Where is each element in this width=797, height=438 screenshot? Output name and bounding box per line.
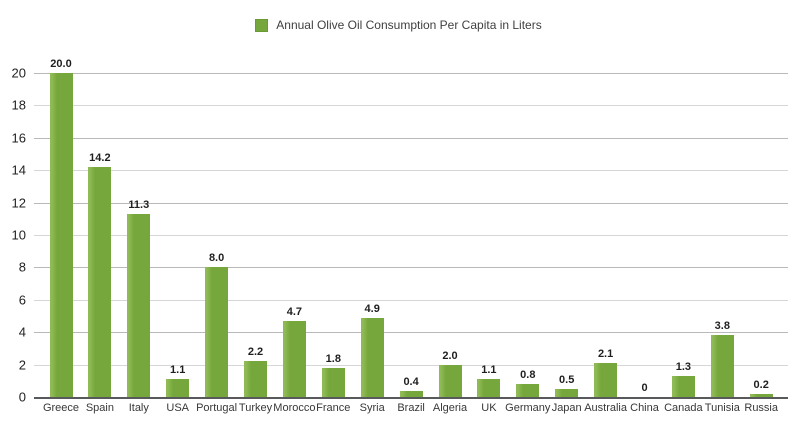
- bar-spain: [88, 166, 112, 397]
- y-axis-tick-label: 8: [18, 259, 26, 275]
- bar-russia: [749, 393, 773, 397]
- bar-value-label: 0.4: [403, 375, 419, 388]
- y-axis-tick-label: 14: [11, 162, 26, 178]
- bar-greece: [49, 73, 73, 397]
- x-axis-tick-label: Algeria: [432, 402, 468, 414]
- bar-france: [321, 367, 345, 397]
- bar-value-label: 1.8: [325, 352, 341, 365]
- y-axis-tick-label: 12: [11, 195, 26, 211]
- bar-value-label: 20.0: [50, 58, 72, 70]
- x-axis-tick-label: Brazil: [397, 402, 425, 414]
- x-axis-tick-label: France: [316, 402, 351, 414]
- bar-value-label: 2.1: [597, 347, 614, 360]
- x-axis-tick-label: Canada: [664, 402, 703, 414]
- bar-value-label: 1.1: [170, 364, 186, 377]
- x-axis-tick-label: Tunisia: [704, 402, 740, 414]
- bar-turkey: [244, 361, 267, 397]
- bar-value-label: 8.0: [208, 252, 225, 265]
- bar-morocco: [282, 320, 306, 397]
- y-axis-tick-label: 0: [18, 389, 26, 405]
- bar-value-label: 11.3: [128, 198, 150, 211]
- bar-value-label: 14.2: [89, 151, 111, 164]
- y-axis-tick-label: 10: [11, 227, 26, 243]
- x-axis-tick-label: USA: [166, 402, 189, 414]
- x-axis-tick-label: Germany: [505, 402, 551, 414]
- bar-brazil: [399, 390, 423, 397]
- x-axis-tick-label: Italy: [128, 402, 149, 414]
- bar-japan: [555, 388, 579, 397]
- chart-legend: Annual Olive Oil Consumption Per Capita …: [0, 18, 797, 32]
- bar-value-label: 1.1: [481, 364, 497, 377]
- bar-uk: [477, 379, 501, 397]
- legend-label: Annual Olive Oil Consumption Per Capita …: [276, 18, 542, 32]
- bar-value-label: 2.0: [442, 349, 458, 362]
- bar-value-label: 4.7: [286, 305, 303, 318]
- gridline: [34, 137, 788, 139]
- gridline: [34, 202, 788, 204]
- bar-algeria: [438, 364, 462, 397]
- bar-value-label: 0.2: [753, 378, 769, 391]
- x-axis-tick-label: Morocco: [273, 402, 316, 414]
- x-axis-tick-label: Japan: [551, 402, 582, 414]
- bar-usa: [166, 379, 190, 397]
- bar-australia: [594, 362, 618, 397]
- bar-value-label: 4.9: [364, 302, 380, 315]
- bar-syria: [360, 317, 384, 397]
- x-axis-tick-label: Syria: [359, 402, 385, 414]
- x-axis-tick-label: China: [630, 402, 659, 414]
- x-axis-tick-label: Russia: [744, 402, 778, 414]
- legend-swatch-icon: [255, 18, 269, 32]
- bar-value-label: 1.3: [675, 360, 692, 373]
- bar-italy: [127, 213, 151, 397]
- bar-value-label: 0.8: [520, 369, 536, 382]
- gridline: [34, 73, 788, 74]
- x-axis-tick-label: Spain: [85, 402, 114, 414]
- x-axis-tick-label: Australia: [584, 402, 627, 414]
- bar-germany: [516, 384, 540, 397]
- gridline: [34, 299, 788, 301]
- x-axis-tick-label: Greece: [42, 402, 80, 414]
- gridline: [34, 170, 788, 172]
- gridline: [34, 105, 788, 107]
- bar-portugal: [205, 267, 229, 397]
- y-axis-tick-label: 20: [11, 65, 26, 81]
- y-axis-tick-label: 4: [18, 324, 26, 340]
- x-axis-tick-label: UK: [481, 402, 497, 414]
- gridline: [34, 235, 788, 236]
- x-axis-line: [34, 397, 788, 399]
- y-axis-tick-label: 18: [11, 97, 26, 113]
- bar-canada: [671, 375, 695, 397]
- bar-tunisia: [710, 335, 734, 397]
- y-axis-tick-label: 16: [11, 130, 26, 146]
- y-axis-tick-label: 2: [18, 357, 26, 373]
- bar-value-label: 0: [641, 382, 648, 394]
- y-axis-tick-label: 6: [18, 292, 26, 308]
- x-axis-tick-label: Portugal: [196, 402, 238, 414]
- bar-value-label: 0.5: [559, 373, 575, 386]
- bar-value-label: 2.2: [247, 346, 264, 359]
- x-axis-tick-label: Turkey: [238, 402, 273, 414]
- gridline: [34, 332, 788, 334]
- gridline: [34, 364, 788, 366]
- gridline: [34, 267, 788, 269]
- plot-area: 0 2 4 6 8 10 12 14 16 18 20 20.0 Greece 14.2 Spain 11.3…: [12, 59, 788, 414]
- bar-value-label: 3.8: [714, 320, 730, 333]
